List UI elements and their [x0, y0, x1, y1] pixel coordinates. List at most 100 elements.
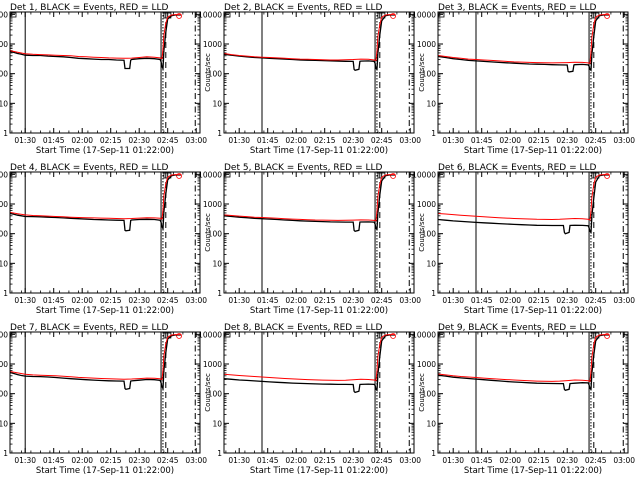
- y-tick-label: 1000: [203, 200, 222, 209]
- chart-title: Det 6, BLACK = Events, RED = LLD: [438, 163, 597, 173]
- x-axis-label: Start Time (17-Sep-11 01:22:00): [464, 306, 602, 316]
- y-tick-label: 100: [422, 70, 437, 79]
- x-axis-label: Start Time (17-Sep-11 01:22:00): [250, 146, 388, 156]
- chart-title: Det 5, BLACK = Events, RED = LLD: [224, 163, 383, 173]
- x-axis-label: Start Time (17-Sep-11 01:22:00): [250, 466, 388, 476]
- x-tick-label: 03:00: [613, 296, 635, 305]
- chart-title: Det 8, BLACK = Events, RED = LLD: [224, 323, 383, 333]
- chart-title: Det 9, BLACK = Events, RED = LLD: [438, 323, 597, 333]
- x-tick-label: 03:00: [185, 136, 207, 145]
- series-line-red: [10, 14, 181, 60]
- series-line-red: [224, 334, 395, 382]
- x-tick-label: 02:45: [585, 136, 607, 145]
- x-axis-label: Start Time (17-Sep-11 01:22:00): [36, 466, 174, 476]
- lld-marker-circle: [390, 173, 397, 179]
- x-tick-label: 02:00: [285, 456, 307, 465]
- x-tick-label: 02:15: [100, 296, 122, 305]
- lld-marker-circle: [390, 13, 397, 19]
- chart-title: Det 7, BLACK = Events, RED = LLD: [10, 323, 169, 333]
- y-tick-label: 100: [422, 230, 437, 239]
- x-tick-label: 02:15: [100, 136, 122, 145]
- x-tick-label: 02:00: [71, 456, 93, 465]
- x-tick-label: 02:15: [314, 296, 336, 305]
- x-tick-label: 01:30: [442, 296, 464, 305]
- series-line-black: [10, 334, 181, 391]
- plot-frame: [223, 11, 415, 134]
- y-axis-label: Counts/sec: [418, 213, 426, 252]
- y-tick-label: 100: [208, 70, 223, 79]
- x-tick-label: 02:00: [285, 296, 307, 305]
- plot-frame: [9, 331, 201, 454]
- y-tick-label: 10: [212, 419, 222, 428]
- chart-panel-6: Det 6, BLACK = Events, RED = LLD 1 10 100 10…: [412, 163, 635, 316]
- series-line-black: [224, 174, 395, 233]
- y-tick-label: 10000: [412, 330, 436, 339]
- y-tick-label: 100: [208, 230, 223, 239]
- chart-title: Det 4, BLACK = Events, RED = LLD: [10, 163, 169, 173]
- chart-panel-3: Det 3, BLACK = Events, RED = LLD 1 10 100 10…: [412, 3, 635, 156]
- x-axis-label: Start Time (17-Sep-11 01:22:00): [36, 146, 174, 156]
- corner-marker-box: [224, 332, 231, 338]
- y-tick-label: 10: [426, 99, 436, 108]
- corner-marker-box: [10, 12, 17, 18]
- plot-frame: [9, 171, 201, 294]
- series-line-red: [438, 14, 609, 65]
- y-tick-label: 10000: [198, 10, 222, 19]
- x-tick-label: 02:00: [499, 296, 521, 305]
- x-tick-label: 03:00: [613, 456, 635, 465]
- y-tick-label: 1: [217, 129, 222, 138]
- y-tick-label: 1: [431, 289, 436, 298]
- series-line-red: [224, 14, 395, 62]
- x-tick-label: 02:45: [371, 136, 393, 145]
- x-tick-label: 03:00: [399, 456, 421, 465]
- x-tick-label: 02:00: [71, 136, 93, 145]
- y-tick-label: 100: [208, 390, 223, 399]
- x-tick-label: 01:45: [257, 456, 279, 465]
- x-tick-label: 02:30: [556, 136, 578, 145]
- y-tick-label: 10000: [412, 170, 436, 179]
- x-tick-label: 01:30: [442, 456, 464, 465]
- x-tick-label: 02:45: [585, 456, 607, 465]
- x-tick-label: 01:30: [228, 136, 250, 145]
- x-tick-label: 03:00: [613, 136, 635, 145]
- x-tick-label: 02:15: [314, 136, 336, 145]
- y-tick-label: 1000: [203, 360, 222, 369]
- x-tick-label: 02:15: [528, 456, 550, 465]
- x-tick-label: 03:00: [185, 296, 207, 305]
- x-axis-label: Start Time (17-Sep-11 01:22:00): [250, 306, 388, 316]
- x-tick-label: 01:45: [257, 296, 279, 305]
- corner-marker-box: [438, 12, 445, 18]
- chart-title: Det 1, BLACK = Events, RED = LLD: [10, 3, 169, 13]
- y-tick-label: 1000: [0, 360, 8, 369]
- y-tick-label: 10: [212, 259, 222, 268]
- series-line-black: [224, 334, 395, 394]
- y-tick-label: 100: [422, 390, 437, 399]
- x-tick-label: 02:30: [556, 296, 578, 305]
- x-tick-label: 02:30: [342, 456, 364, 465]
- y-tick-label: 10000: [0, 330, 8, 339]
- lld-marker-circle: [390, 333, 397, 339]
- chart-panel-2: Det 2, BLACK = Events, RED = LLD 1 10 100 10…: [198, 3, 421, 156]
- y-tick-label: 1: [3, 129, 8, 138]
- y-tick-label: 10000: [198, 330, 222, 339]
- x-tick-label: 01:30: [14, 296, 36, 305]
- x-tick-label: 02:15: [528, 136, 550, 145]
- x-tick-label: 02:00: [499, 136, 521, 145]
- plot-frame: [223, 171, 415, 294]
- corner-marker-box: [438, 172, 445, 178]
- y-tick-label: 1000: [417, 40, 436, 49]
- x-tick-label: 02:45: [157, 136, 179, 145]
- y-tick-label: 1: [431, 449, 436, 458]
- lld-marker-circle: [176, 333, 183, 339]
- x-tick-label: 01:45: [471, 136, 493, 145]
- x-tick-label: 02:45: [371, 296, 393, 305]
- series-line-red: [438, 174, 609, 221]
- x-tick-label: 02:15: [100, 456, 122, 465]
- x-tick-label: 02:45: [157, 296, 179, 305]
- chart-panel-1: Det 1, BLACK = Events, RED = LLD 1 10 100 10…: [0, 3, 207, 156]
- y-tick-label: 1: [217, 289, 222, 298]
- y-tick-label: 1: [3, 289, 8, 298]
- x-tick-label: 02:30: [342, 296, 364, 305]
- y-tick-label: 1000: [0, 200, 8, 209]
